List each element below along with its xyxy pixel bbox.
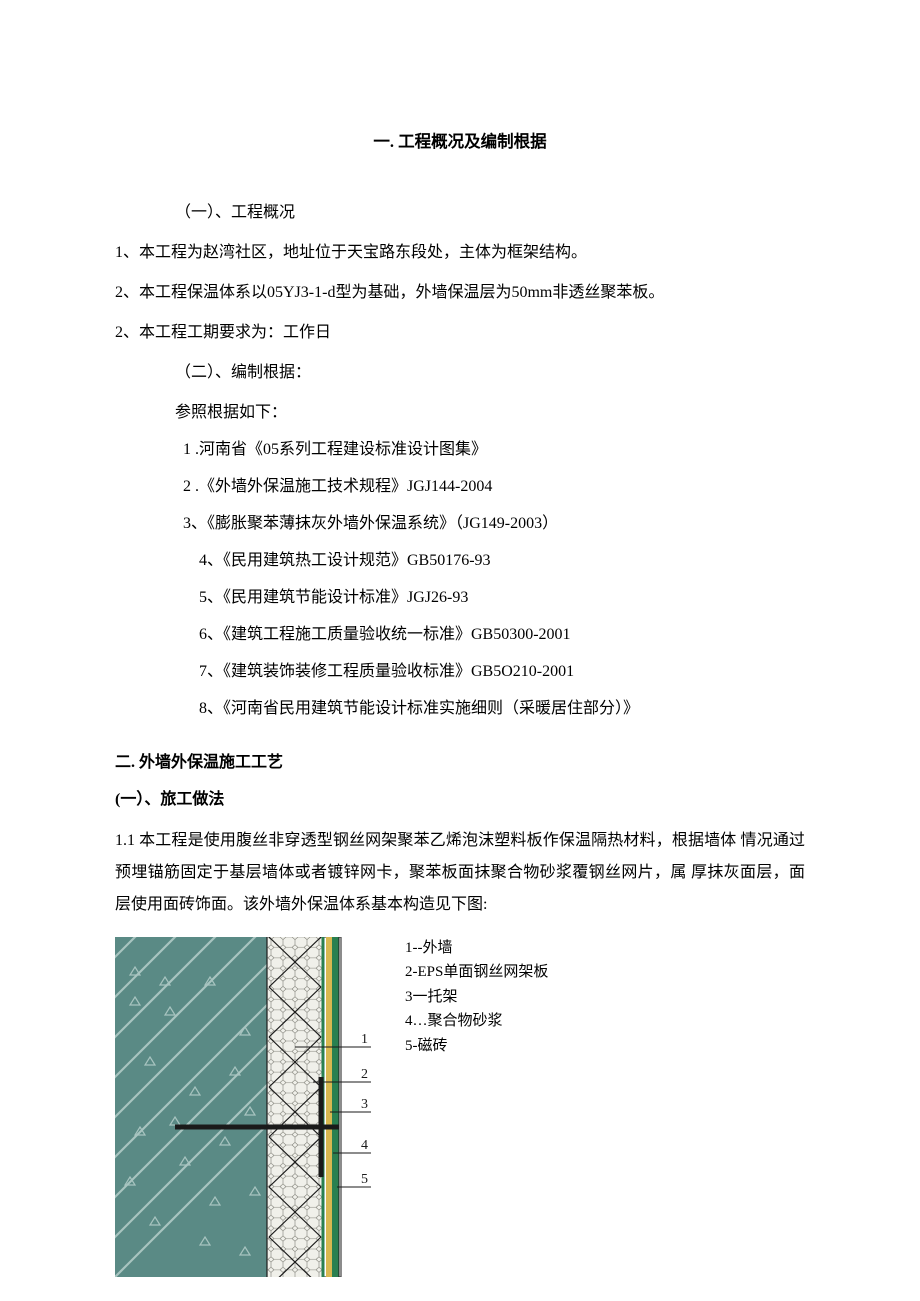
section1-sub2: （二）、编制根据： bbox=[175, 361, 805, 385]
ref-item-6: 6、《建筑工程施工质量验收统一标准》GB50300-2001 bbox=[199, 623, 805, 647]
legend-item-3: 3一托架 bbox=[405, 986, 548, 1009]
legend-item-2: 2-EPS单面钢丝网架板 bbox=[405, 961, 548, 984]
svg-text:3: 3 bbox=[361, 1097, 368, 1112]
svg-text:4: 4 bbox=[361, 1138, 368, 1153]
legend-item-5: 5-磁砖 bbox=[405, 1035, 548, 1058]
svg-text:5: 5 bbox=[361, 1172, 368, 1187]
diagram-section: 1 2 3 4 5 1--外墙 2-EPS单面钢丝网架板 3一托架 4…聚合物砂浆 5-… bbox=[115, 937, 805, 1277]
overview-item-2: 2、本工程保温体系以05YJ3-1-d型为基础，外墙保温层为50mm非透丝聚苯板… bbox=[115, 281, 805, 305]
section2-title: 二. 外墙外保温施工工艺 bbox=[115, 751, 805, 775]
ref-item-7: 7、《建筑装饰装修工程质量验收标准》GB5O210-2001 bbox=[199, 660, 805, 684]
overview-item-1: 1、本工程为赵湾社区，地址位于天宝路东段处，主体为框架结构。 bbox=[115, 241, 805, 265]
ref-item-5: 5、《民用建筑节能设计标准》JGJ26-93 bbox=[199, 586, 805, 610]
svg-text:2: 2 bbox=[361, 1067, 368, 1082]
overview-item-3: 2、本工程工期要求为：工作日 bbox=[115, 321, 805, 345]
ref-item-2: 2 .《外墙外保温施工技术规程》JGJ144-2004 bbox=[183, 475, 805, 499]
ref-item-1: 1 .河南省《05系列工程建设标准设计图集》 bbox=[183, 438, 805, 462]
section2-para: 1.1 本工程是使用腹丝非穿透型钢丝网架聚苯乙烯泡沫塑料板作保温隔热材料，根据墙… bbox=[115, 825, 805, 921]
ref-item-3: 3、《膨胀聚苯薄抹灰外墙外保温系统》（JG149-2003） bbox=[183, 512, 805, 536]
diagram-legend: 1--外墙 2-EPS单面钢丝网架板 3一托架 4…聚合物砂浆 5-磁砖 bbox=[405, 937, 548, 1277]
section1-title: 一. 工程概况及编制根据 bbox=[115, 130, 805, 155]
svg-text:1: 1 bbox=[361, 1032, 368, 1047]
ref-item-4: 4、《民用建筑热工设计规范》GB50176-93 bbox=[199, 549, 805, 573]
section1-sub1: （一）、工程概况 bbox=[175, 201, 805, 225]
legend-item-4: 4…聚合物砂浆 bbox=[405, 1010, 548, 1033]
ref-item-8: 8、《河南省民用建筑节能设计标准实施细则（采暖居住部分）》 bbox=[199, 697, 805, 721]
ref-intro: 参照根据如下： bbox=[175, 401, 805, 425]
section2-sub: (一）、旅工做法 bbox=[115, 788, 805, 812]
wall-diagram: 1 2 3 4 5 bbox=[115, 937, 371, 1277]
legend-item-1: 1--外墙 bbox=[405, 937, 548, 960]
